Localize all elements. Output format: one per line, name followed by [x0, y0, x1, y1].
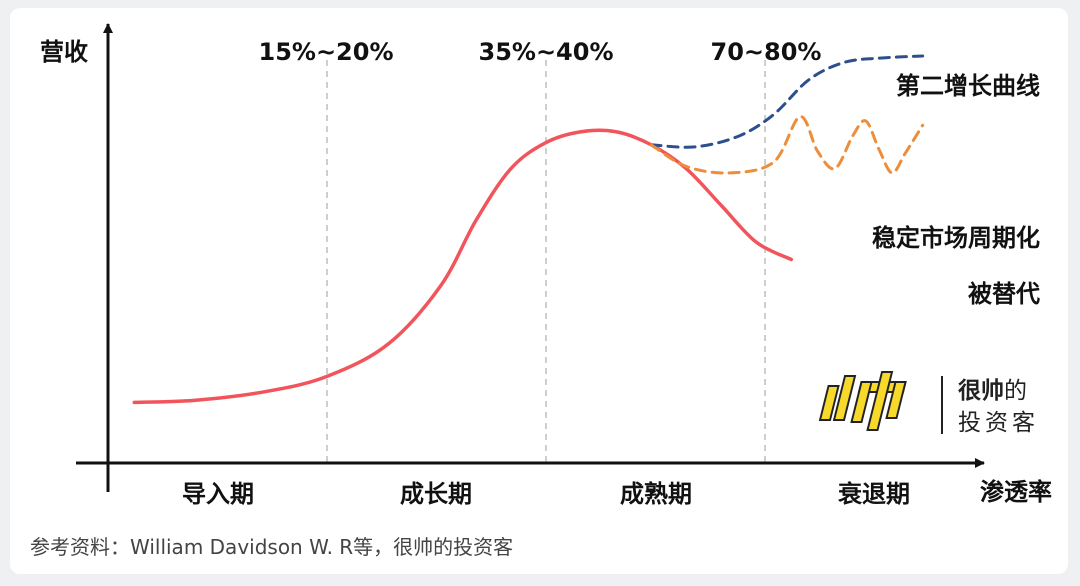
boundary-label-2: 35%~40% [479, 38, 614, 66]
logo-line2: 投资客 [958, 410, 1039, 436]
boundary-label-3: 70~80% [711, 38, 822, 66]
series-label-replaced: 被替代 [968, 280, 1040, 308]
logo: 很帅的 投资客 [818, 371, 1039, 436]
stage-label-1: 导入期 [182, 480, 254, 508]
stage-label-4: 衰退期 [837, 480, 910, 508]
x-axis-label: 渗透率 [980, 478, 1052, 506]
boundary-label-1: 15%~20% [259, 38, 394, 66]
stage-label-2: 成长期 [400, 480, 472, 508]
logo-line1: 很帅的 [958, 377, 1027, 404]
logo-line1-rest: 的 [1004, 378, 1027, 404]
series-line-second-growth [649, 54, 925, 149]
logo-mark [818, 371, 907, 431]
logo-line1-bold: 很帅 [958, 377, 1004, 404]
series-line-replaced [132, 128, 794, 405]
source-note: 参考资料：William Davidson W. R等，很帅的投资客 [30, 535, 513, 559]
y-axis-label: 营收 [40, 38, 88, 66]
chart-card [10, 8, 1068, 574]
series-line-cyclical [649, 115, 925, 175]
series-label-cyclical: 稳定市场周期化 [872, 224, 1040, 252]
stage-label-3: 成熟期 [620, 480, 692, 508]
series-label-second-growth: 第二增长曲线 [896, 72, 1040, 100]
